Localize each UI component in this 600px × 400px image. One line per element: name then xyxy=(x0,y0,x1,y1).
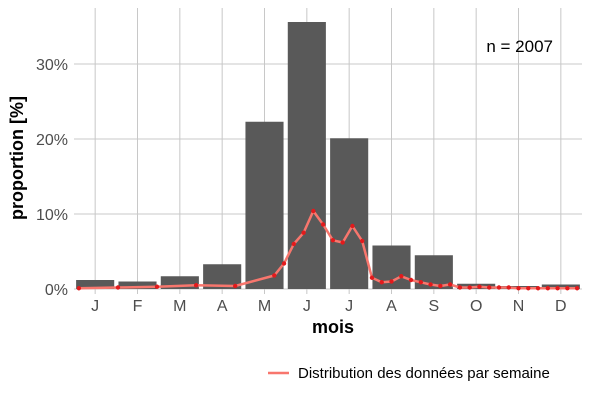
x-tick-label: S xyxy=(428,298,439,315)
weekly-point xyxy=(115,285,121,290)
weekly-point xyxy=(506,285,511,290)
weekly-point xyxy=(535,286,541,291)
weekly-point xyxy=(467,285,472,290)
y-tick-label: 30% xyxy=(36,57,68,74)
y-tick-label: 0% xyxy=(45,282,68,299)
weekly-point xyxy=(428,282,433,287)
weekly-point xyxy=(281,261,287,266)
weekly-point xyxy=(340,240,345,245)
weekly-point xyxy=(193,283,199,288)
bar xyxy=(330,138,369,289)
x-tick-label: M xyxy=(173,298,186,315)
weekly-point xyxy=(447,282,453,287)
y-axis-title: proportion [%] xyxy=(7,96,27,220)
x-tick-label: J xyxy=(91,298,99,315)
sample-size-annotation: n = 2007 xyxy=(486,37,553,56)
y-tick-label: 10% xyxy=(36,207,68,224)
bar xyxy=(76,280,115,289)
weekly-point xyxy=(291,241,297,247)
line-series xyxy=(76,208,580,291)
legend-label: Distribution des données par semaine xyxy=(298,365,550,382)
weekly-point xyxy=(496,285,502,290)
weekly-point xyxy=(477,284,482,289)
x-tick-label: N xyxy=(513,298,525,315)
bar xyxy=(245,121,284,289)
weekly-point xyxy=(545,286,551,291)
weekly-point xyxy=(359,238,365,244)
weekly-point xyxy=(486,285,492,290)
bar-series xyxy=(76,22,580,289)
x-axis-title: mois xyxy=(312,317,354,337)
weekly-point xyxy=(369,275,375,280)
y-axis-ticks: 0% 10% 20% 30% xyxy=(36,57,68,299)
weekly-point xyxy=(418,280,424,285)
weekly-point xyxy=(272,273,277,278)
weekly-point xyxy=(438,283,443,289)
x-tick-label: A xyxy=(217,298,228,315)
y-tick-label: 20% xyxy=(36,132,68,149)
weekly-point xyxy=(565,286,570,291)
weekly-point xyxy=(574,286,580,291)
weekly-point xyxy=(350,223,355,229)
weekly-point xyxy=(457,285,463,290)
weekly-point xyxy=(526,286,531,291)
x-tick-label: O xyxy=(470,298,482,315)
x-tick-label: M xyxy=(258,298,271,315)
weekly-point xyxy=(408,277,414,283)
x-tick-label: F xyxy=(133,298,143,315)
weekly-point xyxy=(389,279,394,284)
x-tick-label: A xyxy=(386,298,397,315)
weekly-point xyxy=(76,286,82,291)
weekly-point xyxy=(311,208,316,214)
weekly-point xyxy=(232,283,238,289)
bar xyxy=(287,22,326,289)
x-tick-label: J xyxy=(345,298,353,315)
weekly-point xyxy=(320,222,326,227)
weekly-point xyxy=(555,286,560,291)
weekly-point xyxy=(330,238,336,243)
legend: Distribution des données par semaine xyxy=(268,365,550,382)
weekly-point xyxy=(399,274,404,279)
bar xyxy=(118,281,157,289)
x-tick-label: D xyxy=(555,298,567,315)
weekly-point xyxy=(379,280,384,285)
weekly-point xyxy=(301,230,306,235)
weekly-point xyxy=(154,284,160,289)
x-tick-label: J xyxy=(303,298,311,315)
weekly-point xyxy=(516,286,521,291)
bar xyxy=(541,284,580,289)
weekly-line xyxy=(78,209,578,290)
